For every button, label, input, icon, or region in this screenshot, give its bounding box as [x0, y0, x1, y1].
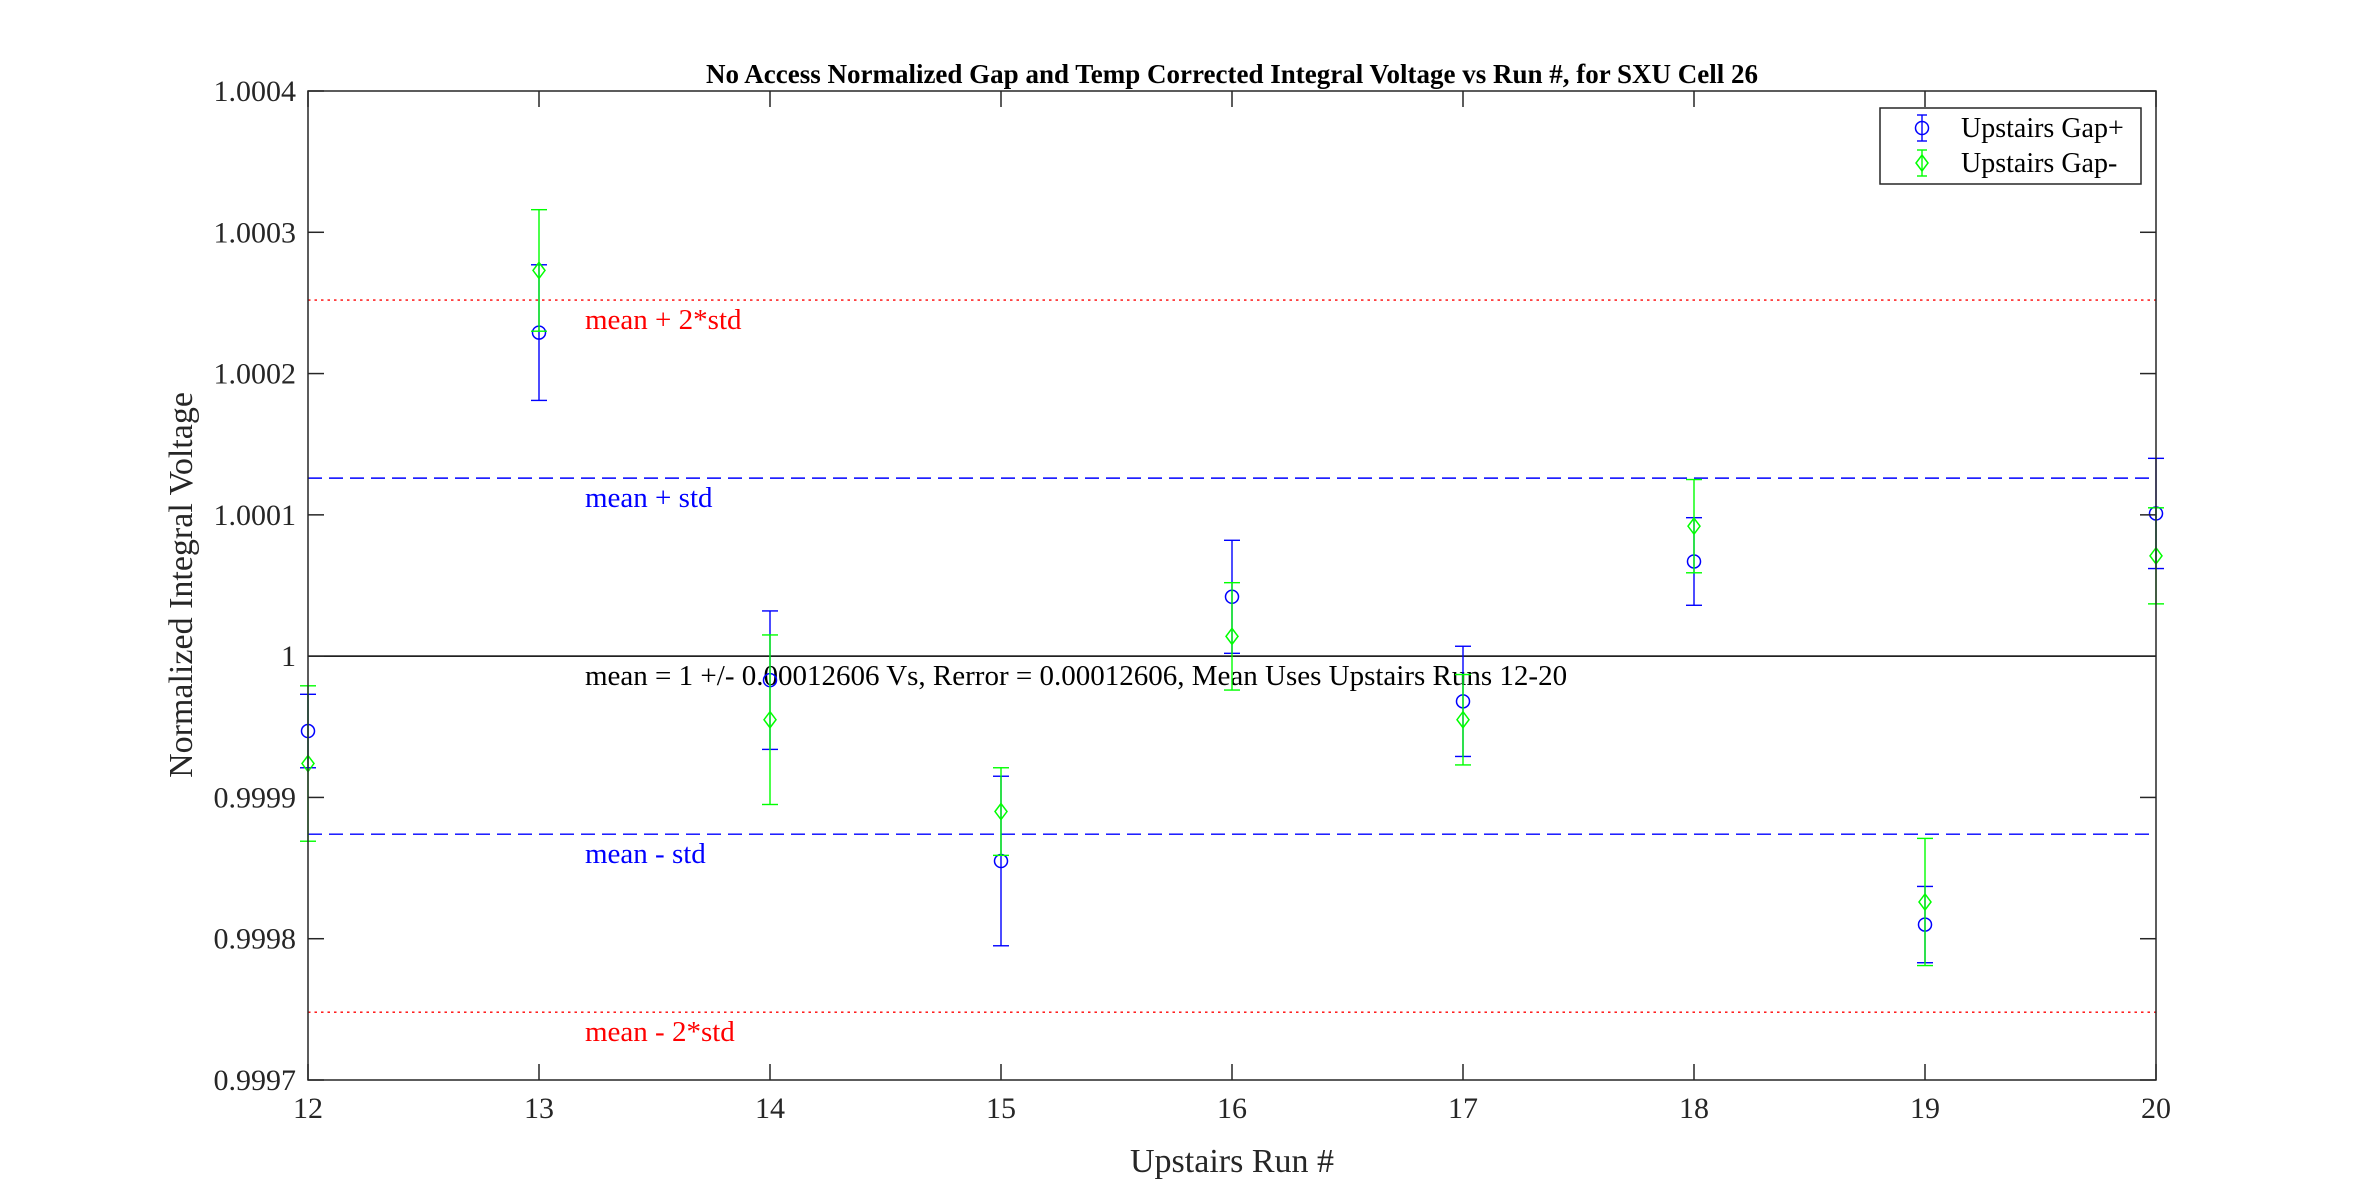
ref-label-mean-plus-std: mean + std [585, 482, 713, 514]
legend-items: Upstairs Gap+ Upstairs Gap- [1914, 113, 2124, 179]
axes: 12 13 14 15 16 17 18 19 20 0.9997 0.9998 0.9999 1 1.0… [214, 75, 2172, 1125]
legend-marker [1914, 120, 1930, 136]
chart-title: No Access Normalized Gap and Temp Correc… [706, 59, 1758, 89]
x-tick-label: 20 [2141, 1092, 2171, 1125]
y-tick-label: 1.0002 [214, 358, 297, 391]
x-tick-label: 16 [1217, 1092, 1247, 1125]
ref-label-mean-minus-std: mean - std [585, 838, 706, 870]
legend-box [1879, 107, 2142, 185]
y-tick-label: 1.0001 [214, 499, 297, 532]
data-point [532, 261, 546, 280]
x-tick-label: 13 [524, 1092, 554, 1125]
x-tick-label: 17 [1448, 1092, 1478, 1125]
x-tick-label: 12 [293, 1092, 323, 1125]
legend-entry-2: Upstairs Gap- [1915, 148, 2117, 179]
legend-label: Upstairs Gap+ [1961, 113, 2124, 144]
data-point [1456, 710, 1470, 729]
data-point [763, 710, 777, 729]
y-tick-label: 0.9998 [214, 923, 297, 956]
ref-label-mean-minus-2std: mean - 2*std [585, 1016, 735, 1048]
legend: Upstairs Gap+ Upstairs Gap- [1879, 107, 2142, 185]
data-point [1225, 627, 1239, 646]
legend-entry-1: Upstairs Gap+ [1914, 113, 2124, 144]
x-axis-label: Upstairs Run # [1130, 1143, 1334, 1180]
data-point [1918, 892, 1932, 912]
y-tick-label: 0.9997 [214, 1064, 297, 1097]
y-tick-label: 1 [281, 640, 296, 673]
data-point [1687, 516, 1701, 536]
reference-lines: mean = 1 +/- 0.00012606 Vs, Rerror = 0.0… [308, 299, 2156, 1048]
x-tick-label: 19 [1910, 1092, 1940, 1125]
data-point [994, 802, 1008, 821]
x-tick-label: 15 [986, 1092, 1016, 1125]
y-tick-label: 1.0004 [214, 75, 297, 108]
x-tick-label: 18 [1679, 1092, 1709, 1125]
y-tick-label: 0.9999 [214, 781, 297, 814]
legend-label: Upstairs Gap- [1961, 148, 2117, 179]
ref-label-mean-plus-2std: mean + 2*std [585, 304, 742, 336]
y-tick-label: 1.0003 [214, 216, 297, 249]
ref-label-mean: mean = 1 +/- 0.00012606 Vs, Rerror = 0.0… [585, 660, 1567, 692]
x-tick-label: 14 [755, 1092, 785, 1125]
y-axis-label: Normalized Integral Voltage [163, 392, 200, 778]
legend-marker [1915, 153, 1929, 173]
